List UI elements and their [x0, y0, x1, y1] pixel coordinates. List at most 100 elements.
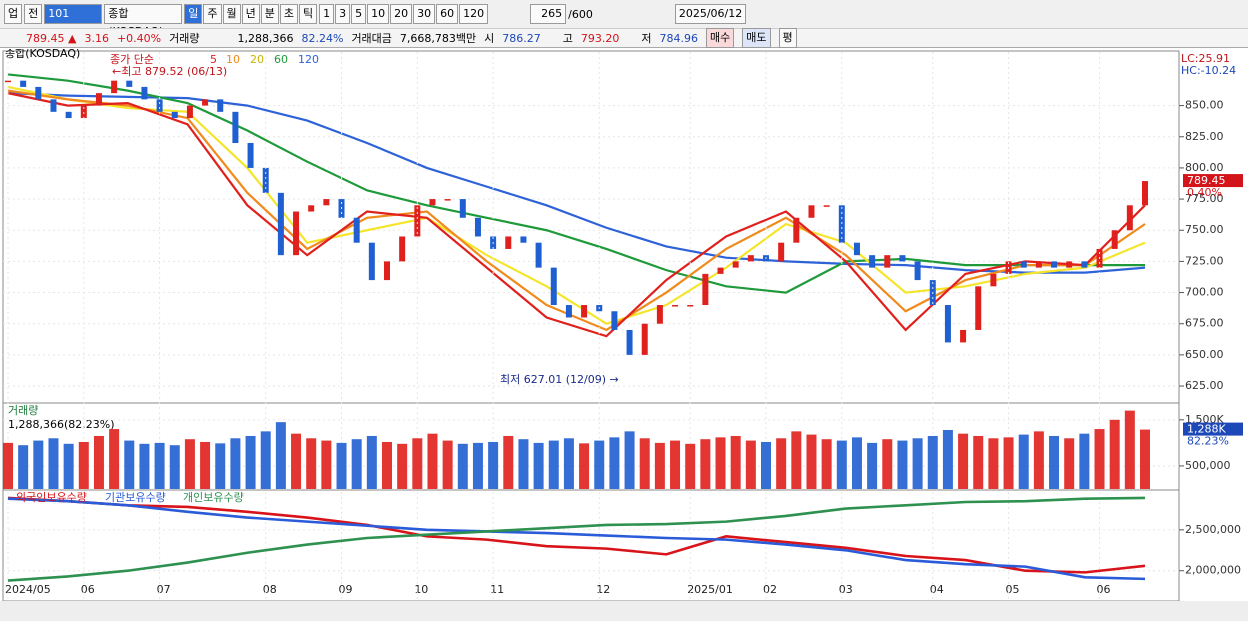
buy-button[interactable]: 매수 [706, 28, 735, 48]
period-button[interactable]: 초 [279, 4, 298, 24]
volume-bar [442, 440, 453, 489]
candle [520, 236, 527, 243]
last-volume-box [1183, 422, 1243, 436]
interval-button[interactable]: 10 [367, 4, 390, 24]
period-button[interactable]: 년 [241, 4, 260, 24]
volume-bar [78, 441, 89, 489]
period-button[interactable]: 틱 [299, 4, 318, 24]
candle [35, 86, 42, 100]
volume-bar [867, 442, 878, 489]
prev[interactable]: 전 [24, 4, 43, 24]
price: 789.45 ▲ [26, 31, 77, 45]
name[interactable]: 종합(KOSDAQ) [104, 4, 183, 38]
candle [429, 199, 436, 206]
interval-button[interactable]: 5 [351, 4, 367, 24]
candle [565, 305, 572, 318]
x-tick-label: 2024/05 [5, 583, 51, 596]
volume-bar [321, 440, 332, 489]
candle [141, 86, 148, 100]
volume-bar [897, 440, 908, 489]
volume-bar [548, 440, 559, 489]
candle [944, 305, 951, 343]
interval-button[interactable]: 20 [390, 4, 413, 24]
candle [50, 99, 57, 112]
candle [262, 167, 269, 193]
candle [884, 255, 891, 268]
x-tick-label: 06 [1097, 583, 1111, 596]
x-tick-label: 05 [1006, 583, 1020, 596]
amount: 7,668,783백만 [399, 32, 477, 45]
volume-bar [927, 435, 938, 489]
interval-button[interactable]: 30 [413, 4, 436, 24]
volume: 1,288,366 [237, 31, 294, 45]
sell-button[interactable]: 매도 [742, 28, 771, 48]
candle [5, 80, 11, 83]
count[interactable]: 265 [530, 4, 567, 24]
candle [702, 273, 709, 306]
volume-bar [427, 433, 438, 489]
high-label: 고 [562, 32, 573, 45]
interval-button[interactable]: 1 [319, 4, 335, 24]
volume-bar [351, 439, 362, 489]
candle [217, 99, 224, 112]
candle [20, 80, 27, 87]
scrollbar[interactable] [0, 601, 1248, 621]
volume-bar [776, 438, 787, 489]
volume-bar [1049, 435, 1060, 489]
volume-bar [639, 438, 650, 489]
volume-bar [33, 440, 44, 489]
legend-entry: 10 [226, 53, 240, 66]
candle [793, 217, 800, 243]
x-tick-label: 08 [263, 583, 277, 596]
period-button[interactable]: 일 [184, 4, 203, 24]
volume-bar [836, 440, 847, 489]
y-tick-label: 650.00 [1185, 348, 1224, 361]
x-tick-label: 09 [339, 583, 353, 596]
volume-bar [260, 431, 271, 489]
volume-bar [336, 442, 347, 489]
y-tick-label: 825.00 [1185, 130, 1224, 143]
candle [65, 111, 72, 119]
volume-bar [654, 442, 665, 489]
date[interactable]: 2025/06/12 [674, 4, 747, 24]
legend-entry: 60 [274, 53, 288, 66]
high: 793.20 [580, 31, 620, 45]
avg-button[interactable]: 평 [778, 28, 797, 48]
amount-label: 거래대금 [351, 32, 392, 45]
interval-button[interactable]: 3 [335, 4, 351, 24]
candle [232, 111, 239, 143]
low-label: 저 [641, 32, 652, 45]
interval-button[interactable]: 120 [459, 4, 489, 24]
legend-entry: 외국인보유수량 [16, 491, 87, 504]
candle [186, 105, 193, 119]
market[interactable]: 업 [4, 4, 23, 24]
candle [656, 305, 663, 324]
candle [687, 305, 694, 307]
candle [1142, 181, 1148, 206]
volume-bar [579, 443, 590, 489]
low: 784.96 [659, 31, 699, 45]
candle [853, 242, 860, 256]
code[interactable]: 101 [44, 4, 103, 24]
y-tick-label: 675.00 [1185, 317, 1224, 330]
candle [778, 242, 785, 262]
period-button[interactable]: 분 [260, 4, 279, 24]
period-button[interactable]: 주 [203, 4, 222, 24]
period-button[interactable]: 월 [222, 4, 241, 24]
volume-bar [988, 438, 999, 489]
candle [293, 211, 300, 256]
candle [505, 236, 512, 249]
volume-bar [200, 441, 211, 489]
volume-bar [109, 429, 120, 489]
candle [459, 199, 466, 218]
candle [550, 267, 557, 306]
candle [384, 261, 390, 281]
intervals: 1 3 5 10 20 30 60 120 [319, 4, 489, 24]
volume-bar [533, 442, 544, 489]
volume-bar [230, 438, 241, 489]
volume-bar [1094, 429, 1105, 489]
interval-button[interactable]: 60 [436, 4, 459, 24]
change-pct: +0.40% [116, 31, 162, 45]
volume-bar [851, 437, 862, 489]
